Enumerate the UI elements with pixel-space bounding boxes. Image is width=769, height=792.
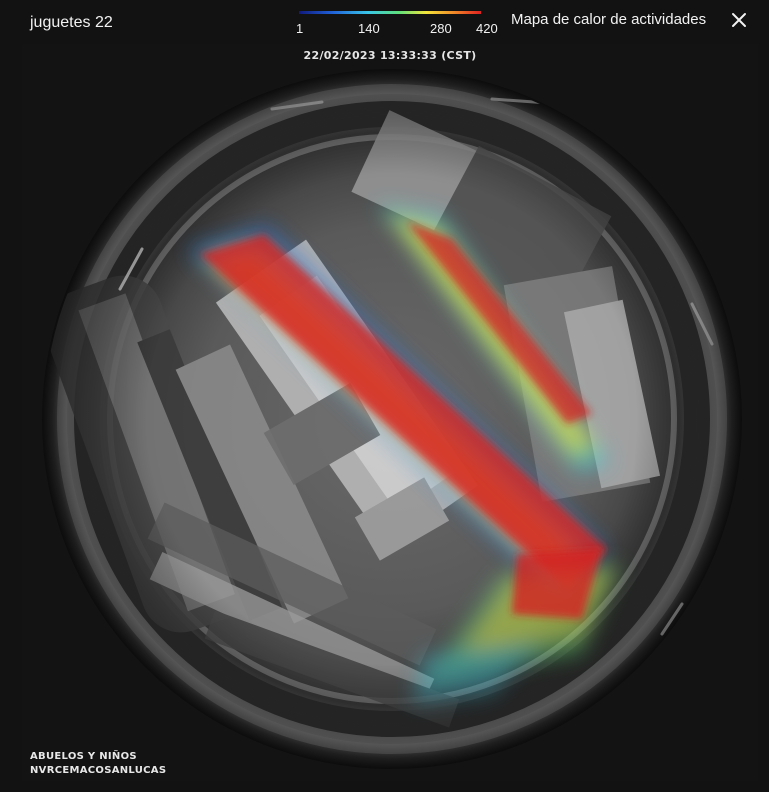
osd-label-line1: ABUELOS Y NIÑOS [30,751,137,762]
heatmap-title: Mapa de calor de actividades [511,11,707,28]
legend-tick-3: 280 [430,21,452,36]
fisheye-view [22,44,758,781]
video-timestamp: 22/02/2023 13:33:33 (CST) [303,49,477,62]
legend-tick-1: 1 [296,21,304,36]
legend-tick-4: 420 [476,21,498,36]
camera-viewport: 22/02/2023 13:33:33 (CST) ABUELOS Y NIÑO… [22,44,758,781]
close-button[interactable] [729,10,749,30]
legend-gradient-bar [299,11,481,14]
osd-label-line2: NVRCEMACOSANLUCAS [30,765,167,776]
legend-tick-2: 140 [358,21,380,36]
heatmap-legend: 1 140 280 420 [296,8,502,40]
camera-name: juguetes 22 [30,14,113,31]
activity-heatmap [187,204,622,704]
close-icon [732,13,746,27]
header-bar: juguetes 22 1 140 280 420 Mapa de calor … [0,0,769,44]
